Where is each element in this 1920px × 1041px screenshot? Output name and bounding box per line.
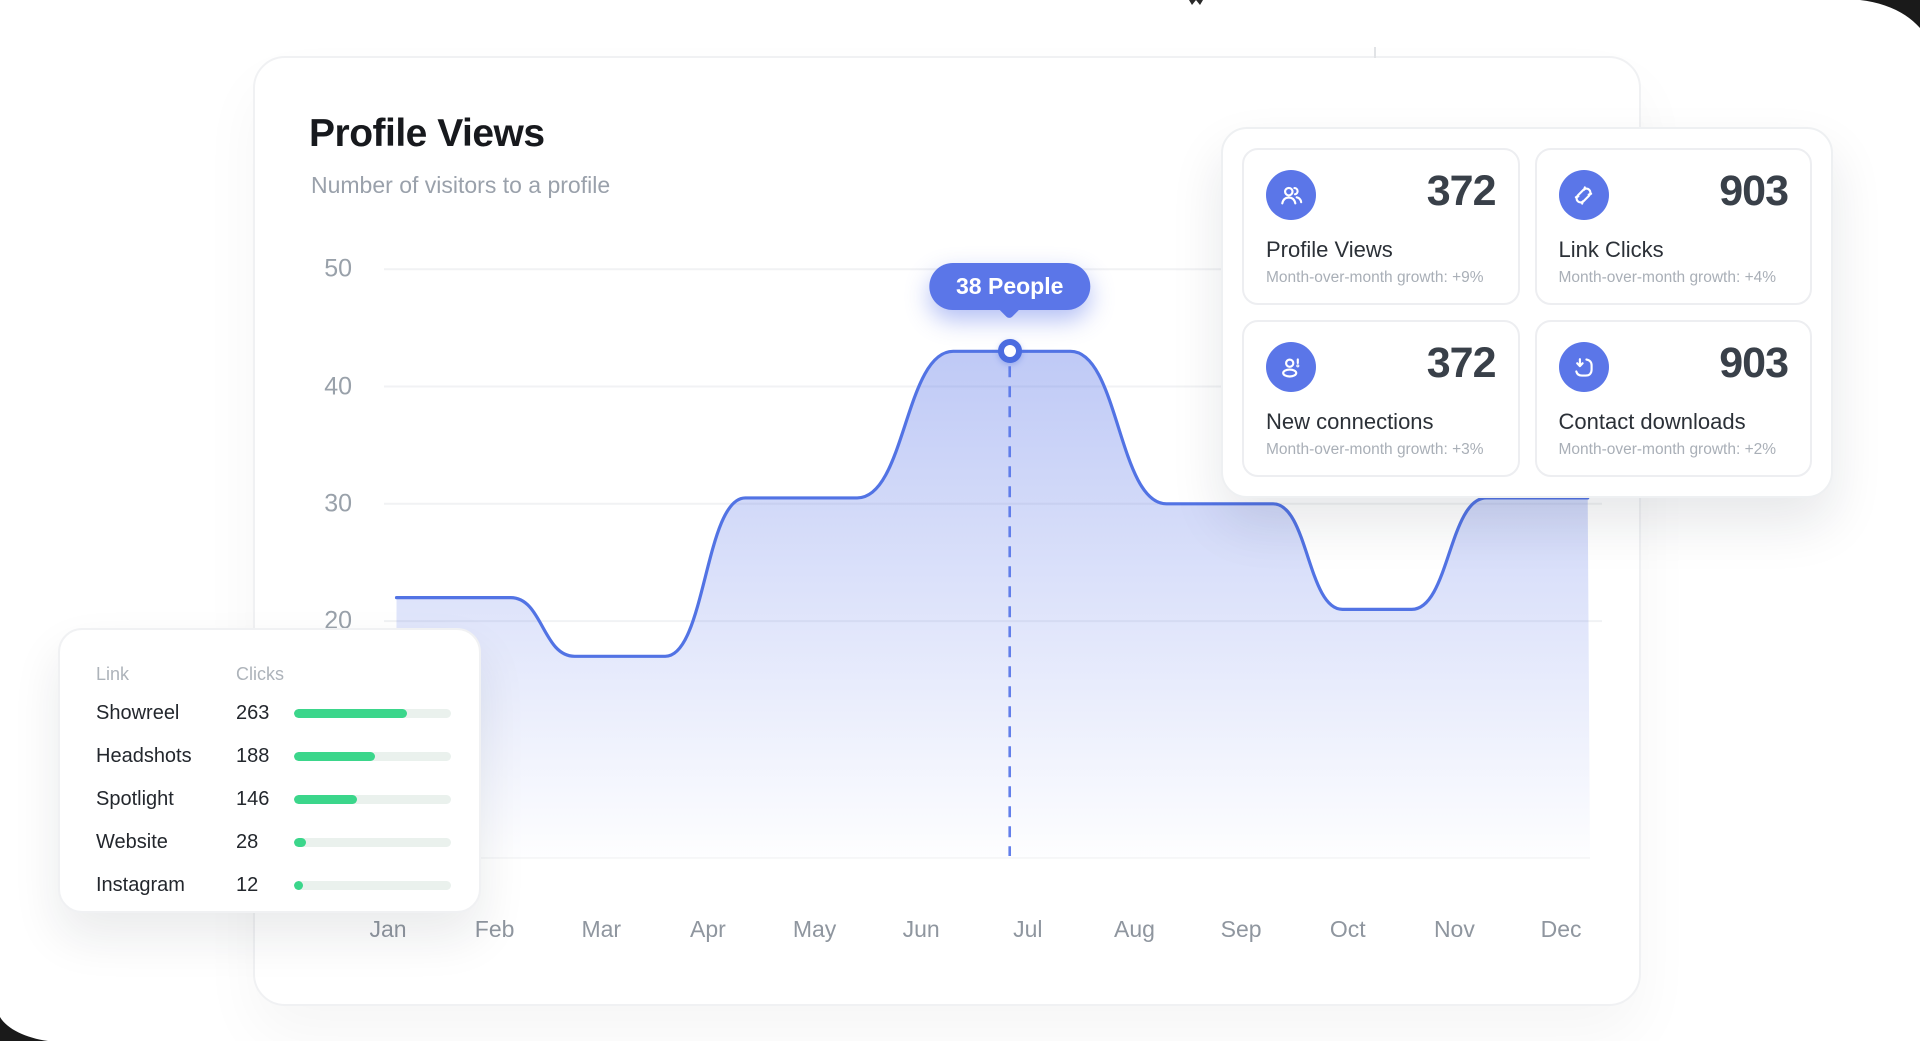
- stat-value: 372: [1426, 167, 1497, 215]
- link-clicks-value: 28: [236, 831, 259, 853]
- artifact-tick: [1374, 47, 1376, 58]
- stats-panel: 372 Profile Views Month-over-month growt…: [1221, 127, 1833, 498]
- stat-card-link-clicks[interactable]: 903 Link Clicks Month-over-month growth:…: [1534, 148, 1812, 305]
- clicks-bar-fill: [294, 838, 307, 847]
- clicks-bar-track: [294, 838, 451, 847]
- corner-cut-bottom-left: [0, 1017, 48, 1041]
- link-clicks-value: 146: [236, 788, 270, 810]
- stat-card-new-connections[interactable]: 372 New connections Month-over-month gro…: [1242, 320, 1520, 477]
- y-tick-label: 50: [324, 254, 352, 283]
- tooltip-pill: 38 People: [929, 263, 1091, 320]
- artifact-glyph: [1189, 0, 1203, 5]
- page-subtitle: Number of visitors to a profile: [311, 172, 611, 198]
- chart-tooltip: 38 People: [929, 263, 1091, 320]
- link-row-showreel[interactable]: Showreel 263: [96, 692, 451, 735]
- stat-label: Link Clicks: [1558, 237, 1664, 262]
- clicks-bar-track: [294, 795, 451, 804]
- x-tick-label: Jul: [1013, 916, 1043, 942]
- link-label: Spotlight: [96, 788, 174, 810]
- link-icon: [1558, 170, 1609, 220]
- link-clicks-value: 263: [236, 702, 270, 724]
- clicks-bar-track: [294, 881, 451, 890]
- x-tick-label: Feb: [474, 916, 515, 942]
- stat-card-profile-views[interactable]: 372 Profile Views Month-over-month growt…: [1242, 148, 1520, 305]
- clicks-bar-fill: [294, 752, 375, 761]
- clicks-bar-fill: [294, 709, 408, 718]
- stat-caption: Month-over-month growth: +4%: [1558, 269, 1777, 286]
- tooltip-label: 38 People: [956, 273, 1064, 300]
- link-label: Headshots: [96, 745, 192, 767]
- stat-label: Contact downloads: [1558, 409, 1746, 434]
- clicks-bar-track: [294, 709, 451, 718]
- download-contact-icon: [1558, 342, 1609, 392]
- stat-caption: Month-over-month growth: +2%: [1558, 441, 1777, 458]
- clicks-bar-fill: [294, 881, 303, 890]
- link-clicks-value: 188: [236, 745, 270, 767]
- stat-value: 372: [1426, 339, 1497, 387]
- link-row-headshots[interactable]: Headshots 188: [96, 735, 451, 778]
- y-tick-label: 40: [324, 372, 352, 400]
- stat-value: 903: [1719, 339, 1789, 387]
- stat-caption: Month-over-month growth: +3%: [1266, 441, 1484, 458]
- link-clicks-panel: Link Clicks Showreel 263 Headshots 188 S…: [58, 628, 481, 913]
- link-clicks-value: 12: [236, 874, 259, 896]
- x-tick-label: Mar: [581, 916, 622, 942]
- link-table-header: Link Clicks: [96, 656, 451, 692]
- column-header-clicks: Clicks: [236, 663, 284, 684]
- person-alert-icon: [1266, 342, 1316, 392]
- stat-label: New connections: [1266, 409, 1434, 434]
- users-icon: [1266, 170, 1316, 220]
- corner-cut-top-right: [1860, 0, 1920, 28]
- link-label: Showreel: [96, 702, 180, 724]
- x-tick-label: May: [792, 916, 837, 942]
- link-row-instagram[interactable]: Instagram 12: [96, 864, 451, 907]
- clicks-bar-fill: [294, 795, 357, 804]
- link-label: Instagram: [96, 874, 185, 896]
- link-label: Website: [96, 831, 168, 853]
- stat-value: 903: [1719, 167, 1789, 215]
- stat-card-contact-downloads[interactable]: 903 Contact downloads Month-over-month g…: [1534, 320, 1812, 477]
- x-tick-label: Oct: [1329, 916, 1366, 942]
- column-header-link: Link: [96, 663, 130, 684]
- link-row-spotlight[interactable]: Spotlight 146: [96, 778, 451, 821]
- x-tick-label: Jun: [902, 916, 940, 942]
- data-point-marker[interactable]: [997, 339, 1022, 364]
- clicks-bar-track: [294, 752, 451, 761]
- x-tick-label: Jan: [369, 916, 407, 942]
- x-tick-label: Sep: [1220, 916, 1262, 942]
- link-row-website[interactable]: Website 28: [96, 821, 451, 864]
- x-tick-label: Dec: [1540, 916, 1582, 942]
- x-tick-label: Nov: [1433, 916, 1475, 942]
- y-tick-label: 30: [324, 489, 352, 518]
- x-tick-label: Aug: [1114, 916, 1155, 942]
- page-title: Profile Views: [309, 112, 545, 155]
- stat-caption: Month-over-month growth: +9%: [1266, 269, 1484, 286]
- stat-label: Profile Views: [1266, 237, 1393, 262]
- x-tick-label: Apr: [690, 916, 726, 942]
